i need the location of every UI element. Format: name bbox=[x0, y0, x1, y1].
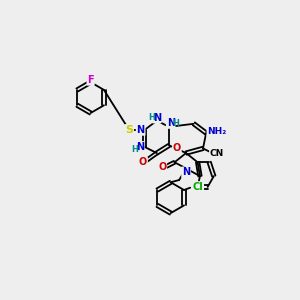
Text: O: O bbox=[139, 157, 147, 167]
Text: H: H bbox=[172, 118, 179, 127]
Text: H: H bbox=[148, 113, 155, 122]
Text: O: O bbox=[158, 162, 166, 172]
Text: CN: CN bbox=[210, 148, 224, 158]
Text: N: N bbox=[182, 167, 190, 177]
Text: H: H bbox=[131, 146, 138, 154]
Text: O: O bbox=[173, 143, 181, 153]
Text: S: S bbox=[125, 125, 133, 135]
Text: N: N bbox=[136, 142, 144, 152]
Text: N: N bbox=[136, 125, 145, 135]
Text: N: N bbox=[153, 112, 161, 123]
Text: N: N bbox=[167, 118, 175, 128]
Text: Cl: Cl bbox=[193, 182, 203, 192]
Text: F: F bbox=[87, 75, 94, 85]
Text: NH₂: NH₂ bbox=[207, 127, 226, 136]
